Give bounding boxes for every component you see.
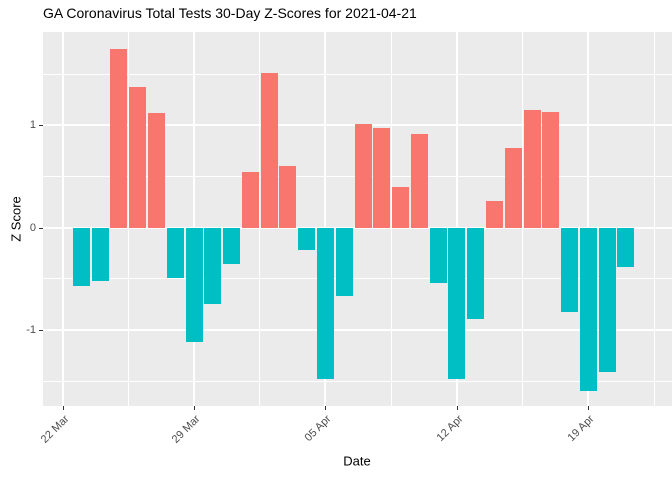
grid-major-x [587,32,590,406]
grid-minor-x [653,32,655,406]
bar [204,227,222,304]
grid-minor-y [43,73,672,75]
bar [279,166,297,228]
bar [335,227,353,297]
bar [72,227,90,287]
grid-major-x [324,32,327,406]
bar [147,112,165,228]
bar [260,72,278,228]
x-tick-mark [456,406,458,410]
bar [561,227,579,312]
bar [316,227,334,380]
bar [129,87,147,228]
grid-minor-x [390,32,392,406]
bar [542,111,560,228]
grid-major-x [193,32,195,406]
plot-panel [43,32,672,406]
bar [373,128,391,228]
bar [486,201,503,228]
chart-title: GA Coronavirus Total Tests 30-Day Z-Scor… [43,5,417,21]
grid-minor-x [127,32,129,406]
x-tick-mark [194,406,195,410]
x-tick-mark [588,406,590,410]
grid-minor-y [43,278,672,280]
y-tick-mark [39,227,43,229]
x-tick-label: 29 Mar [169,413,203,446]
bar [429,227,447,284]
x-tick-mark [325,406,327,410]
bar [354,124,372,228]
x-tick-mark [62,406,64,410]
bar [392,186,410,228]
bar [223,227,241,264]
bar [504,147,522,228]
grid-major-x [61,32,64,406]
bar [91,227,109,281]
x-axis-title-text: Date [343,453,371,469]
bar [185,227,203,343]
bar [448,227,466,380]
bar [166,227,184,278]
bar [598,227,616,373]
bar [241,172,259,228]
y-tick-mark [39,330,43,332]
y-tick-label: -1 [26,324,36,337]
bar [298,227,316,251]
bar [410,134,428,228]
grid-major-y [43,226,672,229]
grid-minor-x [259,32,261,406]
x-tick-label: 22 Mar [38,413,72,446]
bar [579,227,597,391]
x-tick-label: 05 Apr [302,413,334,444]
x-tick-label: 19 Apr [565,413,597,444]
bar [523,109,541,228]
bar [110,49,128,228]
y-axis-title-text: Z Score [8,196,24,242]
bar [467,227,485,319]
y-tick-label: 1 [29,119,36,132]
y-tick-mark [39,125,43,127]
grid-minor-y [43,380,672,382]
grid-major-y [43,329,672,332]
grid-minor-x [522,32,524,406]
y-tick-label: 0 [29,221,36,234]
grid-major-x [455,32,458,406]
bar [617,227,635,267]
x-tick-label: 12 Apr [434,413,466,444]
